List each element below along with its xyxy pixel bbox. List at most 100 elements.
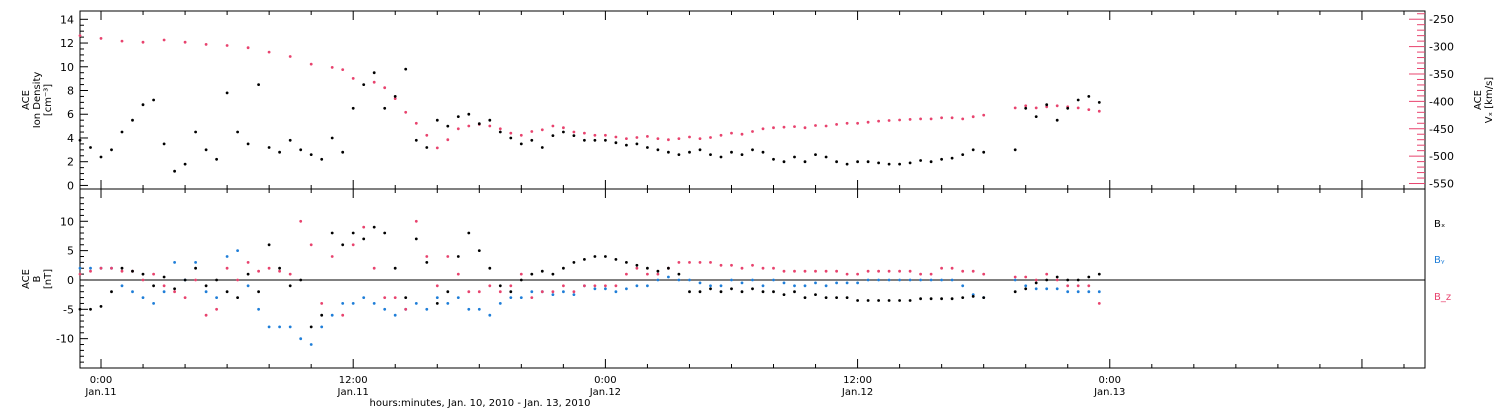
- bx-point: [1024, 287, 1028, 291]
- by-point: [383, 307, 387, 311]
- bx-point: [835, 296, 838, 299]
- density-tick-label: 8: [67, 85, 74, 98]
- bz-point: [309, 243, 313, 247]
- density-point: [215, 157, 219, 161]
- axis-label-line: ACE: [21, 269, 32, 289]
- bx-point: [393, 266, 397, 270]
- bx-point: [215, 278, 219, 282]
- bx-point: [709, 287, 712, 291]
- time-tick-label: 12:00: [339, 375, 368, 386]
- bz-point: [824, 269, 828, 273]
- density-tick-label: 12: [60, 37, 74, 50]
- bz-point: [414, 219, 418, 223]
- bz-point: [278, 269, 281, 273]
- velocity-point: [719, 133, 723, 137]
- bx-point: [288, 284, 292, 288]
- bz-point: [99, 266, 103, 270]
- bz-point: [604, 284, 607, 288]
- bx-point: [971, 295, 975, 298]
- bx-point: [383, 231, 387, 235]
- date-tick-label: Jan.12: [589, 387, 621, 398]
- density-point: [646, 146, 649, 149]
- velocity-point: [845, 121, 849, 125]
- bz-point: [677, 261, 681, 264]
- ion-density-velocity-panel: 0 2 4 6 8 10 12 14 -550 -500 -450 -400 -350 -300 -250…: [21, 10, 1495, 192]
- bx-point: [761, 290, 765, 294]
- bx-point: [446, 290, 450, 294]
- by-point: [467, 307, 471, 311]
- by-point: [1087, 290, 1091, 294]
- by-point: [919, 278, 922, 282]
- density-point: [362, 83, 366, 86]
- by-point: [1055, 287, 1059, 291]
- bz-point: [372, 266, 376, 270]
- density-point: [519, 142, 523, 146]
- bz-point: [866, 269, 870, 273]
- by-point: [246, 284, 250, 288]
- bz-point: [1055, 278, 1059, 282]
- time-tick-label: 0:00: [1099, 375, 1121, 386]
- density-axis-ticks: 0 2 4 6 8 10 12 14: [60, 13, 88, 192]
- density-point: [372, 71, 376, 75]
- time-tick-labels: 0:00Jan.1112:00Jan.110:00Jan.1212:00Jan.…: [84, 375, 1125, 398]
- bz-point: [435, 284, 439, 288]
- bx-point: [772, 290, 775, 294]
- date-tick-label: Jan.13: [1093, 387, 1125, 398]
- velocity-point: [761, 127, 765, 131]
- density-point: [110, 148, 113, 152]
- bz-point: [215, 307, 219, 311]
- bx-point: [425, 261, 429, 264]
- field-tick-label: 5: [67, 245, 74, 258]
- density-point: [246, 142, 250, 146]
- density-point: [477, 122, 481, 126]
- field-tick-label: -5: [63, 303, 74, 316]
- velocity-point: [593, 133, 597, 137]
- by-point: [719, 284, 723, 288]
- legend-entry: Bᵧ: [1434, 255, 1445, 266]
- velocity-tick-label: -250: [1429, 13, 1454, 26]
- velocity-axis-ticks: -550 -500 -450 -400 -350 -300 -250: [1409, 13, 1454, 191]
- bx-point: [604, 255, 607, 258]
- bz-point: [519, 272, 523, 276]
- bx-point: [89, 307, 92, 311]
- bz-point: [898, 269, 901, 273]
- bx-point: [110, 290, 113, 294]
- velocity-point: [509, 131, 513, 135]
- density-point: [982, 150, 986, 154]
- velocity-point: [814, 124, 817, 127]
- velocity-point: [751, 130, 754, 133]
- by-point: [278, 325, 281, 329]
- bx-point: [803, 296, 807, 299]
- bx-point: [1034, 281, 1038, 285]
- by-point: [751, 278, 754, 282]
- bx-point: [887, 299, 891, 302]
- bz-point: [204, 313, 208, 317]
- density-point: [950, 156, 954, 160]
- bx-point: [498, 284, 502, 288]
- density-point: [540, 146, 544, 149]
- density-point: [341, 150, 345, 154]
- density-tick-label: 2: [67, 156, 74, 169]
- velocity-axis-label: ACEVₓ [km/s]: [1473, 77, 1495, 123]
- by-point: [194, 261, 198, 264]
- density-point: [383, 106, 387, 110]
- velocity-point: [99, 37, 103, 40]
- bx-point: [519, 278, 523, 282]
- top-panel-series: [78, 34, 1101, 173]
- bx-point: [625, 261, 628, 264]
- magnetic-field-panel: -10 -5 0 5 10 ACEB[nT] Bₓ Bᵧ B_z: [21, 188, 1451, 369]
- bx-point: [509, 290, 513, 294]
- by-point: [1097, 290, 1101, 294]
- by-point: [772, 278, 775, 282]
- bz-point: [404, 307, 408, 311]
- velocity-point: [919, 117, 922, 121]
- density-point: [1013, 148, 1017, 152]
- density-point: [1055, 118, 1059, 122]
- by-point: [162, 290, 166, 294]
- density-point: [677, 153, 681, 157]
- bx-point: [940, 297, 943, 301]
- velocity-point: [414, 121, 418, 125]
- density-point: [488, 118, 492, 122]
- bx-point: [320, 313, 324, 317]
- bx-point: [299, 278, 303, 282]
